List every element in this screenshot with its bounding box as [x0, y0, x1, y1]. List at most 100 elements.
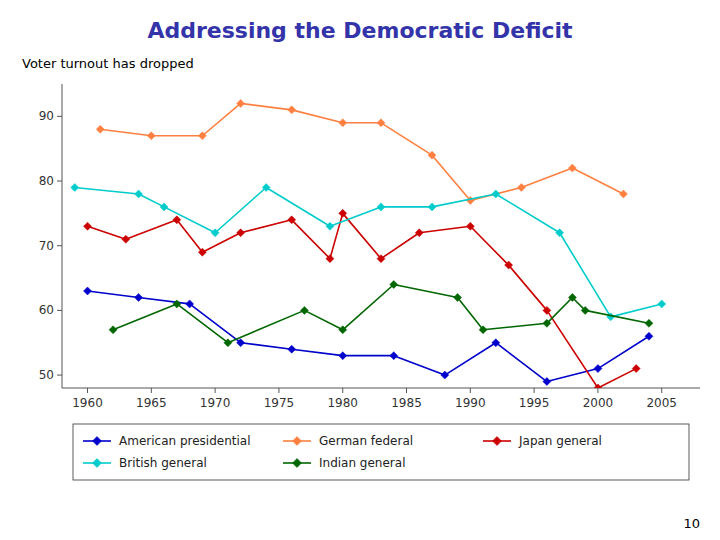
x-tick	[151, 388, 152, 393]
point	[109, 326, 117, 334]
y-tick	[57, 375, 62, 376]
point	[390, 352, 398, 360]
point	[84, 287, 92, 295]
x-tick	[87, 388, 88, 393]
y-tick	[57, 116, 62, 117]
y-tick-label: 90	[39, 109, 54, 123]
point	[479, 326, 487, 334]
point	[594, 365, 602, 373]
y-tick-label: 60	[39, 303, 54, 317]
y-tick	[57, 181, 62, 182]
x-tick	[278, 388, 279, 393]
y-tick-label: 70	[39, 239, 54, 253]
point	[288, 345, 296, 353]
point	[377, 119, 385, 127]
point	[428, 203, 436, 211]
series-line	[88, 213, 637, 388]
legend-frame	[73, 424, 689, 480]
point	[517, 183, 525, 191]
point	[288, 216, 296, 224]
point	[339, 352, 347, 360]
point	[543, 306, 551, 314]
x-tick	[661, 388, 662, 393]
point	[377, 203, 385, 211]
point	[415, 229, 423, 237]
point	[568, 164, 576, 172]
point	[300, 306, 308, 314]
point	[632, 365, 640, 373]
point	[390, 281, 398, 289]
plot-area	[71, 99, 666, 388]
legend-label: American presidential	[119, 434, 251, 448]
point	[211, 229, 219, 237]
y-axis	[62, 84, 63, 388]
legend-label: Japan general	[518, 434, 602, 448]
legend-marker	[293, 459, 302, 468]
legend-label: Indian general	[319, 456, 405, 470]
point	[543, 319, 551, 327]
point	[186, 300, 194, 308]
point	[466, 222, 474, 230]
point	[71, 183, 79, 191]
title: Addressing the Democratic Deficit	[147, 18, 573, 43]
series-line	[100, 103, 623, 200]
point	[288, 106, 296, 114]
y-tick-label: 50	[39, 368, 54, 382]
point	[237, 99, 245, 107]
point	[543, 378, 551, 386]
chart: Addressing the Democratic Deficit Voter t…	[0, 0, 720, 540]
legend-marker	[93, 437, 102, 446]
point	[658, 300, 666, 308]
point	[224, 339, 232, 347]
legend-label: German federal	[319, 434, 413, 448]
x-tick	[470, 388, 471, 393]
x-tick-label: 1985	[391, 396, 422, 410]
point	[339, 209, 347, 217]
x-tick-label: 1970	[200, 396, 231, 410]
x-tick-label: 1975	[264, 396, 295, 410]
point	[122, 235, 130, 243]
point	[84, 222, 92, 230]
background	[0, 0, 720, 540]
legend-marker	[293, 437, 302, 446]
legend: American presidential German federal Japan…	[73, 424, 689, 480]
x-tick-label: 2000	[583, 396, 614, 410]
point	[377, 255, 385, 263]
point	[581, 306, 589, 314]
annotation: 10	[683, 516, 700, 531]
x-tick-label: 1990	[455, 396, 486, 410]
point	[237, 229, 245, 237]
x-tick	[406, 388, 407, 393]
point	[594, 384, 602, 388]
legend-label: British general	[119, 456, 207, 470]
point	[505, 261, 513, 269]
point	[237, 339, 245, 347]
x-tick	[534, 388, 535, 393]
point	[326, 222, 334, 230]
series-line	[75, 187, 662, 316]
point	[339, 119, 347, 127]
x-tick-label: 1960	[72, 396, 103, 410]
point	[173, 216, 181, 224]
legend-marker	[493, 437, 502, 446]
point	[173, 300, 181, 308]
point	[492, 190, 500, 198]
point	[160, 203, 168, 211]
point	[619, 190, 627, 198]
point	[96, 125, 104, 133]
y-tick	[57, 310, 62, 311]
point	[645, 319, 653, 327]
x-tick	[215, 388, 216, 393]
point	[147, 132, 155, 140]
point	[441, 371, 449, 379]
y-tick-label: 80	[39, 174, 54, 188]
x-tick-label: 1980	[327, 396, 358, 410]
point	[198, 248, 206, 256]
series-line	[113, 285, 649, 343]
x-axis	[62, 388, 700, 389]
point	[645, 332, 653, 340]
x-tick-label: 1995	[519, 396, 550, 410]
point	[135, 190, 143, 198]
y-tick	[57, 245, 62, 246]
subtitle: Voter turnout has dropped	[22, 56, 194, 71]
